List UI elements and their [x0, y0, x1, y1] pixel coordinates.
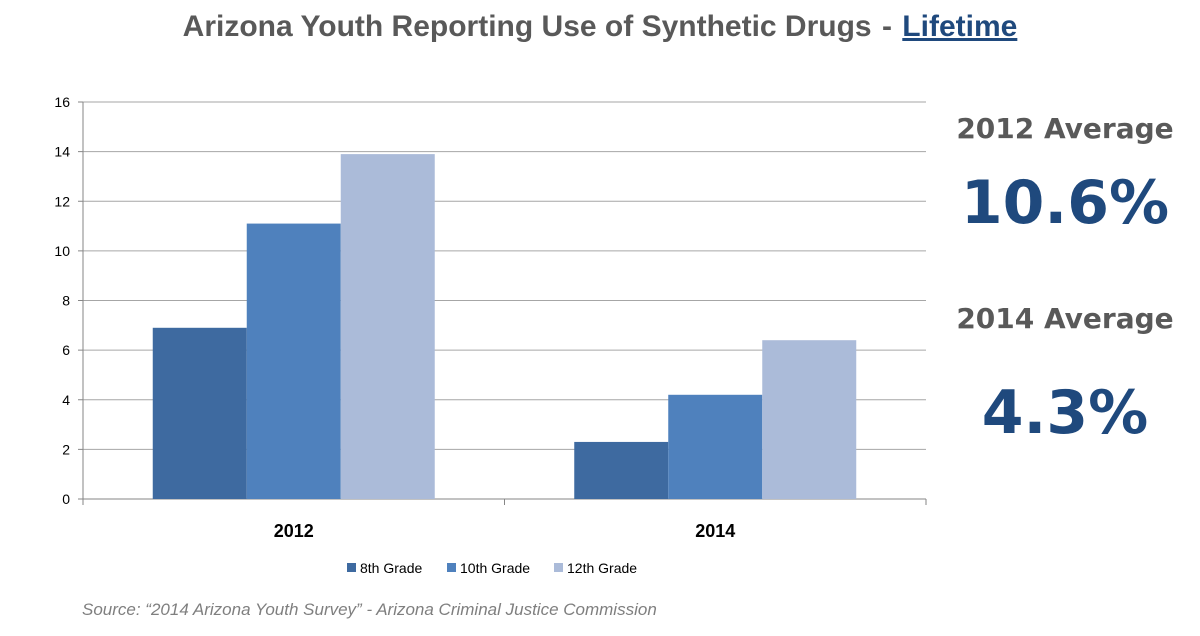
y-tick-label: 6: [62, 342, 70, 358]
legend-swatch: [447, 563, 456, 572]
bar-2014-8th-grade: [574, 441, 669, 499]
legend-label: 8th Grade: [360, 560, 422, 576]
bar-2014-12th-grade: [762, 340, 857, 499]
y-tick-label: 12: [54, 193, 70, 209]
y-tick-label: 10: [54, 243, 70, 259]
bar-2012-10th-grade: [246, 223, 341, 500]
x-tick-label: 2014: [695, 521, 735, 541]
legend-label: 12th Grade: [567, 560, 637, 576]
average-2012-label: 2012 Average: [956, 112, 1174, 145]
chart-title-highlight: Lifetime: [902, 10, 1018, 43]
average-2014-value: 4.3%: [981, 378, 1149, 448]
legend-swatch: [554, 563, 563, 572]
average-2012-value: 10.6%: [960, 168, 1170, 238]
y-tick-label: 8: [62, 293, 70, 309]
x-tick-label: 2012: [274, 521, 314, 541]
chart-title-separator: -: [881, 10, 892, 43]
y-tick-label: 14: [54, 144, 70, 160]
bar-2014-10th-grade: [668, 394, 763, 499]
source-note: Source: “2014 Arizona Youth Survey” - Ar…: [82, 600, 657, 619]
y-tick-label: 0: [62, 491, 70, 507]
legend-swatch: [347, 563, 356, 572]
chart-title-text: Arizona Youth Reporting Use of Synthetic…: [182, 10, 872, 43]
bar-2012-8th-grade: [152, 327, 247, 499]
legend-label: 10th Grade: [460, 560, 530, 576]
bar-2012-12th-grade: [340, 154, 435, 499]
y-tick-label: 16: [54, 94, 70, 110]
y-tick-label: 2: [62, 441, 70, 457]
average-2014-label: 2014 Average: [956, 302, 1174, 335]
y-tick-label: 4: [62, 392, 70, 408]
chart-title: Arizona Youth Reporting Use of Synthetic…: [0, 10, 1200, 44]
